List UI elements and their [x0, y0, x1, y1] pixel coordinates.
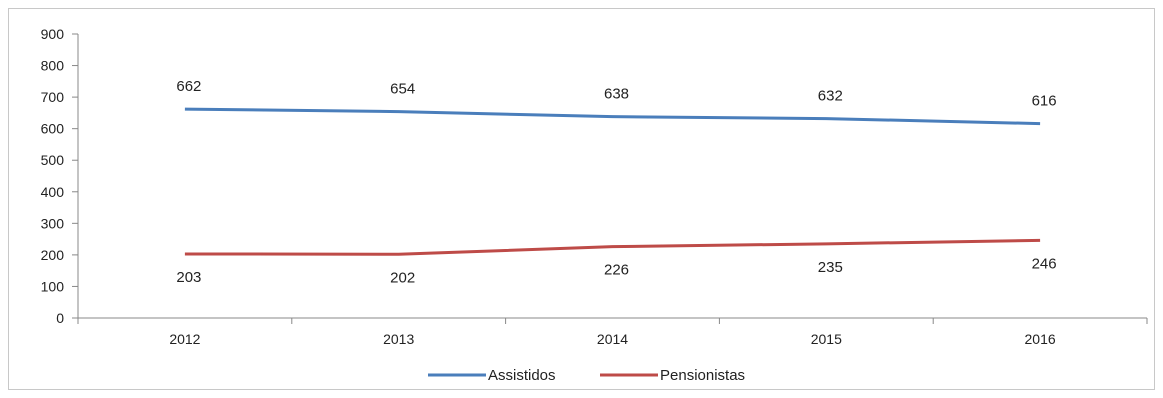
data-label: 235 — [818, 259, 843, 276]
x-tick-label: 2016 — [1025, 331, 1056, 347]
y-tick-label: 500 — [41, 152, 65, 168]
series-lines — [184, 107, 1041, 256]
axes: 0 100 200 300 400 500 600 700 800 900 2012 2013 2014… — [41, 26, 1148, 347]
data-label: 616 — [1032, 93, 1057, 110]
data-label: 632 — [818, 88, 843, 105]
data-label: 202 — [390, 269, 415, 286]
y-tick-label: 200 — [41, 247, 65, 263]
y-tick-label: 600 — [41, 121, 65, 137]
y-tick-label: 400 — [41, 184, 65, 200]
series-line-assistidos — [184, 107, 1041, 126]
chart-frame — [8, 8, 1155, 390]
x-tick-label: 2014 — [597, 331, 628, 347]
y-tick-label: 700 — [41, 89, 65, 105]
data-label: 662 — [176, 78, 201, 95]
data-label: 203 — [176, 269, 201, 286]
x-tick-label: 2015 — [811, 331, 842, 347]
y-tick-label: 900 — [41, 26, 65, 42]
data-labels: 662 654 638 632 616 203 202 226 235 246 — [176, 78, 1056, 286]
legend-item-assistidos: Assistidos — [428, 367, 556, 384]
legend-label: Pensionistas — [660, 367, 745, 384]
y-tick-label: 0 — [56, 310, 64, 326]
legend-label: Assistidos — [488, 367, 556, 384]
x-tick-label: 2012 — [169, 331, 200, 347]
legend-item-pensionistas: Pensionistas — [600, 367, 745, 384]
y-tick-label: 100 — [41, 278, 65, 294]
data-label: 654 — [390, 81, 415, 98]
legend: Assistidos Pensionistas — [428, 367, 745, 384]
data-label: 638 — [604, 86, 629, 103]
data-label: 226 — [604, 262, 629, 279]
series-line-pensionistas — [184, 238, 1041, 256]
y-tick-label: 300 — [41, 215, 65, 231]
y-tick-label: 800 — [41, 58, 65, 74]
data-label: 246 — [1032, 255, 1057, 272]
x-tick-label: 2013 — [383, 331, 414, 347]
